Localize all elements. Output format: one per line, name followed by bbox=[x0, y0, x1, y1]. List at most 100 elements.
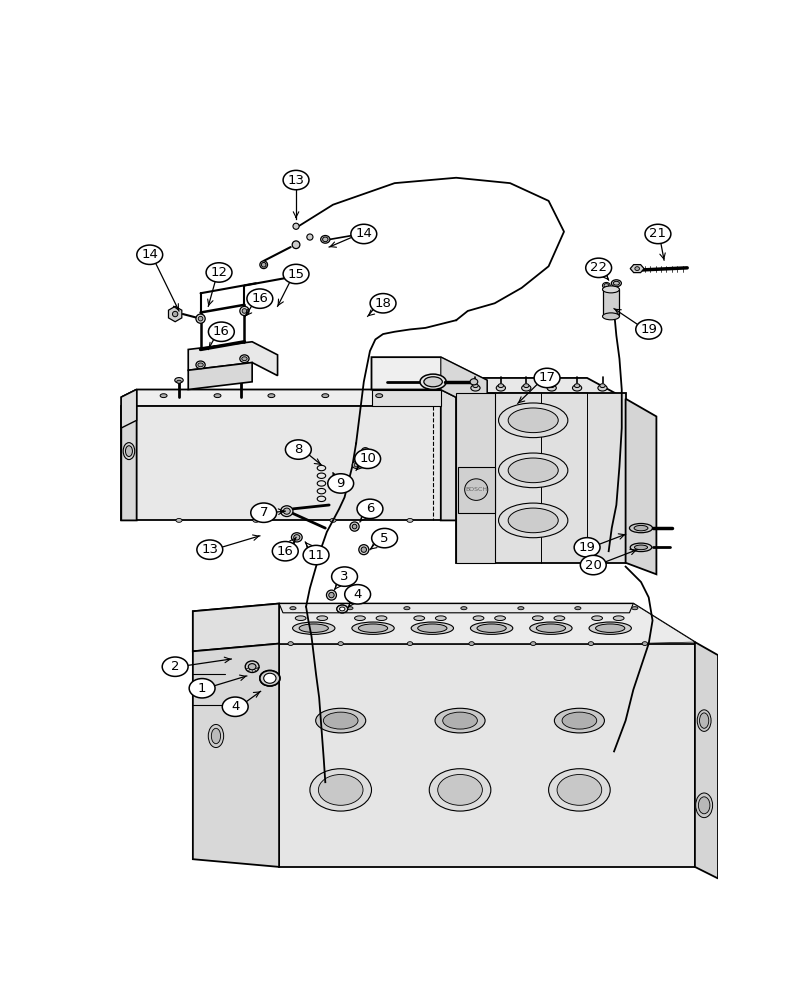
Ellipse shape bbox=[376, 394, 382, 398]
Ellipse shape bbox=[696, 793, 713, 818]
Ellipse shape bbox=[307, 234, 313, 240]
Ellipse shape bbox=[352, 524, 357, 529]
Ellipse shape bbox=[534, 368, 560, 388]
Ellipse shape bbox=[238, 380, 243, 383]
Text: 20: 20 bbox=[585, 559, 602, 572]
Polygon shape bbox=[279, 604, 634, 613]
Ellipse shape bbox=[370, 294, 396, 313]
Ellipse shape bbox=[547, 385, 556, 391]
Ellipse shape bbox=[317, 616, 328, 620]
Polygon shape bbox=[193, 644, 279, 867]
Ellipse shape bbox=[574, 607, 581, 610]
Polygon shape bbox=[144, 250, 156, 264]
Ellipse shape bbox=[614, 616, 624, 620]
Ellipse shape bbox=[253, 518, 259, 522]
Ellipse shape bbox=[250, 503, 277, 522]
Text: BOSCH: BOSCH bbox=[465, 487, 487, 492]
Ellipse shape bbox=[420, 374, 446, 389]
Ellipse shape bbox=[442, 712, 478, 729]
Ellipse shape bbox=[197, 540, 222, 559]
Ellipse shape bbox=[469, 642, 474, 646]
Ellipse shape bbox=[508, 458, 558, 483]
Text: 9: 9 bbox=[337, 477, 345, 490]
Ellipse shape bbox=[588, 642, 594, 646]
Text: 18: 18 bbox=[374, 297, 391, 310]
Ellipse shape bbox=[435, 616, 446, 620]
Ellipse shape bbox=[303, 545, 329, 565]
Text: 16: 16 bbox=[251, 292, 268, 305]
Ellipse shape bbox=[508, 508, 558, 533]
Ellipse shape bbox=[292, 241, 300, 249]
Ellipse shape bbox=[407, 642, 413, 646]
Ellipse shape bbox=[338, 642, 343, 646]
Ellipse shape bbox=[291, 533, 302, 542]
Polygon shape bbox=[441, 357, 487, 413]
Text: 16: 16 bbox=[277, 545, 294, 558]
Ellipse shape bbox=[343, 477, 350, 484]
Ellipse shape bbox=[376, 616, 387, 620]
Ellipse shape bbox=[592, 616, 602, 620]
Ellipse shape bbox=[477, 624, 506, 632]
Ellipse shape bbox=[438, 774, 482, 805]
Ellipse shape bbox=[598, 385, 607, 391]
Ellipse shape bbox=[345, 478, 349, 482]
Ellipse shape bbox=[530, 622, 572, 634]
Ellipse shape bbox=[573, 385, 582, 391]
Text: 10: 10 bbox=[359, 452, 376, 465]
Text: 5: 5 bbox=[380, 532, 389, 545]
Ellipse shape bbox=[574, 538, 600, 557]
Ellipse shape bbox=[176, 518, 182, 522]
Text: 4: 4 bbox=[231, 700, 239, 713]
Polygon shape bbox=[279, 604, 695, 644]
Ellipse shape bbox=[595, 624, 625, 632]
Ellipse shape bbox=[189, 679, 215, 698]
Ellipse shape bbox=[361, 547, 366, 552]
Ellipse shape bbox=[530, 642, 536, 646]
Ellipse shape bbox=[236, 378, 245, 383]
Ellipse shape bbox=[283, 508, 290, 514]
Ellipse shape bbox=[414, 616, 425, 620]
Ellipse shape bbox=[698, 797, 710, 814]
Polygon shape bbox=[279, 644, 695, 867]
Ellipse shape bbox=[326, 590, 337, 600]
Ellipse shape bbox=[602, 313, 619, 320]
Ellipse shape bbox=[316, 708, 366, 733]
Ellipse shape bbox=[242, 309, 246, 313]
Text: 12: 12 bbox=[210, 266, 227, 279]
Text: 7: 7 bbox=[259, 506, 268, 519]
Ellipse shape bbox=[562, 712, 597, 729]
Ellipse shape bbox=[549, 384, 554, 388]
Ellipse shape bbox=[632, 607, 638, 610]
Ellipse shape bbox=[357, 499, 383, 519]
Ellipse shape bbox=[286, 440, 311, 459]
Ellipse shape bbox=[283, 170, 309, 190]
Polygon shape bbox=[456, 393, 626, 563]
Text: 19: 19 bbox=[640, 323, 657, 336]
Ellipse shape bbox=[358, 624, 388, 632]
Ellipse shape bbox=[630, 543, 652, 552]
Ellipse shape bbox=[339, 607, 345, 611]
Ellipse shape bbox=[299, 624, 328, 632]
Ellipse shape bbox=[600, 384, 605, 388]
Text: 17: 17 bbox=[538, 371, 555, 384]
Ellipse shape bbox=[470, 379, 478, 385]
Text: 1: 1 bbox=[198, 682, 206, 695]
Polygon shape bbox=[188, 363, 252, 389]
Polygon shape bbox=[626, 399, 656, 574]
Polygon shape bbox=[122, 389, 137, 428]
Polygon shape bbox=[169, 306, 182, 322]
Ellipse shape bbox=[498, 384, 503, 388]
Ellipse shape bbox=[208, 724, 224, 748]
Polygon shape bbox=[441, 389, 487, 520]
Ellipse shape bbox=[557, 774, 602, 805]
Text: 15: 15 bbox=[287, 267, 305, 280]
Ellipse shape bbox=[586, 258, 611, 278]
Polygon shape bbox=[371, 357, 487, 413]
Ellipse shape bbox=[211, 728, 221, 744]
Ellipse shape bbox=[634, 525, 648, 531]
Polygon shape bbox=[193, 604, 279, 651]
Ellipse shape bbox=[246, 661, 259, 672]
Polygon shape bbox=[371, 389, 441, 406]
Ellipse shape bbox=[554, 616, 565, 620]
Ellipse shape bbox=[470, 622, 513, 634]
